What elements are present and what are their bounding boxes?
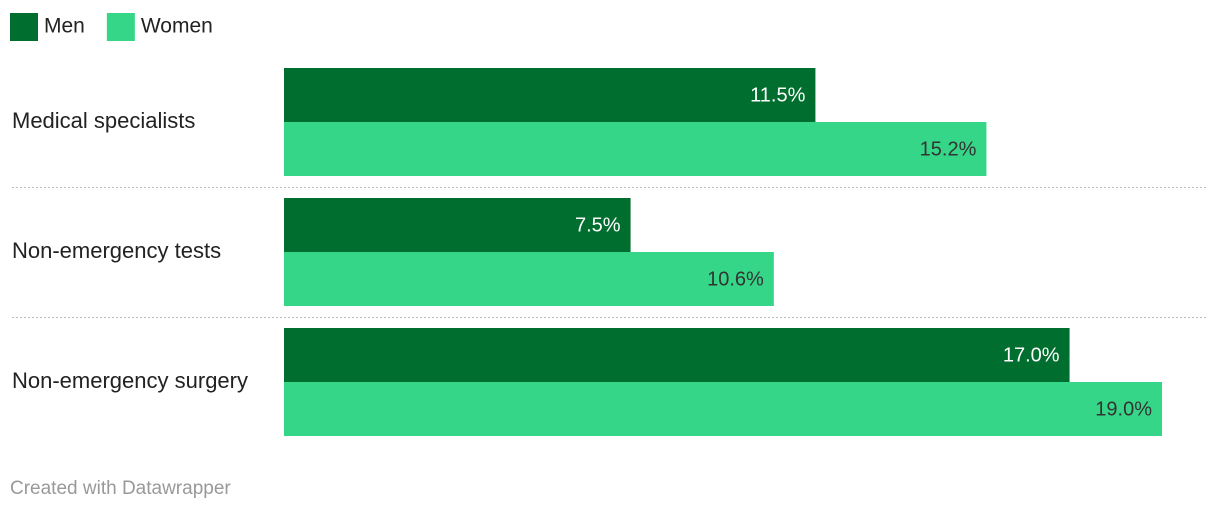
value-label: 10.6%: [707, 268, 764, 290]
value-label: 15.2%: [920, 138, 977, 160]
category-label: Non-emergency tests: [12, 238, 221, 263]
value-label: 11.5%: [750, 84, 805, 106]
value-label: 7.5%: [575, 214, 621, 236]
bar: [284, 198, 631, 252]
bar: [284, 252, 774, 306]
legend-label: Men: [44, 15, 85, 38]
bar: [284, 328, 1070, 382]
value-label: 19.0%: [1095, 398, 1152, 420]
footer: Created with Datawrapper: [10, 478, 231, 499]
bar: [284, 68, 816, 122]
bar: [284, 382, 1162, 436]
legend-swatch: [106, 13, 135, 41]
category-label: Non-emergency surgery: [12, 368, 248, 393]
value-label: 17.0%: [1003, 344, 1060, 366]
legend-swatch: [10, 13, 38, 41]
category-label: Medical specialists: [12, 108, 195, 133]
bar: [284, 122, 987, 176]
legend-label: Women: [141, 15, 213, 38]
